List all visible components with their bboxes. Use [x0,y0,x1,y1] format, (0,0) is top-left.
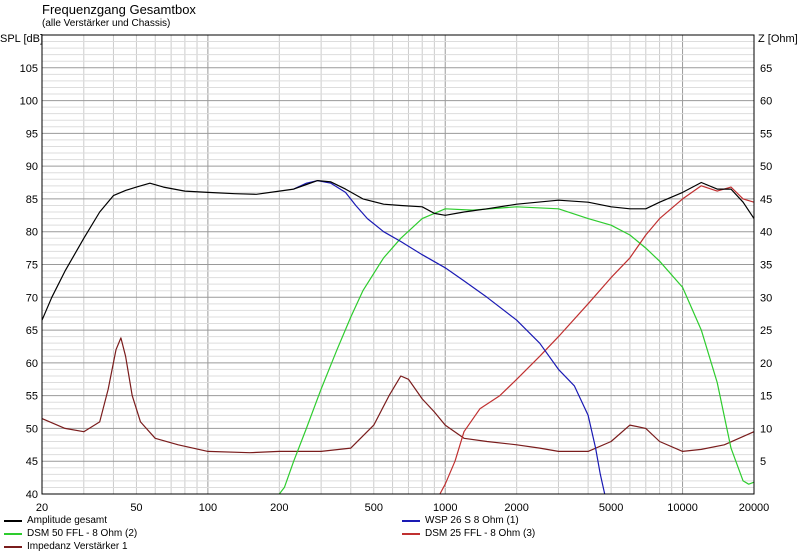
y-tick-label-right: 35 [760,260,772,272]
chart-title: Frequenzgang Gesamtbox [42,2,196,17]
legend-swatch [4,545,22,548]
y-tick-label-right: 55 [760,128,772,140]
legend-item-dsm-25-ffl-8-ohm-3: DSM 25 FFL - 8 Ohm (3) [402,528,535,539]
y-tick-label-left: 70 [26,292,38,304]
legend-swatch [4,519,22,522]
y-tick-label-left: 50 [26,423,38,435]
y-axis-label-left: SPL [dB] [0,33,44,45]
y-tick-label-left: 45 [26,456,38,468]
tick-labels: 20 50 100 200 500 1000 2000 5000 10000 20000 40 45 5… [20,63,773,514]
y-tick-label-left: 95 [26,128,38,140]
legend-item-amplitude-gesamt: Amplitude gesamt [4,515,107,526]
y-tick-label-right: 5 [760,456,766,468]
y-tick-label-left: 40 [26,489,38,501]
y-tick-label-left: 80 [26,227,38,239]
y-tick-label-left: 75 [26,260,38,272]
series-line-amplitude-gesamt [41,180,755,321]
y-tick-label-left: 90 [26,161,38,173]
y-tick-label-right: 15 [760,391,772,403]
y-tick-label-right: 30 [760,292,772,304]
series-line-dsm-50-ffl-8-ohm-2 [278,206,755,495]
series-lines [41,180,755,495]
legend-label: Amplitude gesamt [27,515,108,526]
y-tick-label-left: 60 [26,358,38,370]
series-line-impedanz-verst-rker-1 [41,337,755,454]
y-tick-label-right: 65 [760,63,772,75]
x-tick-label: 100 [199,502,217,514]
x-tick-label: 200 [270,502,288,514]
y-tick-label-left: 105 [20,63,38,75]
y-tick-label-left: 65 [26,325,38,337]
x-tick-label: 10000 [667,502,698,514]
legend-label: DSM 25 FFL - 8 Ohm (3) [425,528,536,539]
series-line-wsp-26-s-8-ohm-1 [293,180,606,495]
grid [41,35,755,494]
y-tick-label-right: 60 [760,96,772,108]
plot-frame [41,34,755,495]
legend-label: WSP 26 S 8 Ohm (1) [425,515,519,526]
legend-swatch [402,519,420,522]
y-tick-label-left: 100 [20,96,38,108]
legend-item-impedanz-verst-rker-1: Impedanz Verstärker 1 [4,541,128,552]
y-tick-label-right: 20 [760,358,772,370]
legend-swatch [4,532,22,535]
x-tick-label: 20000 [739,502,770,514]
y-tick-label-right: 45 [760,194,772,206]
y-tick-label-right: 10 [760,423,772,435]
x-tick-label: 20 [36,502,48,514]
legend-item-dsm-50-ffl-8-ohm-2: DSM 50 FFL - 8 Ohm (2) [4,528,137,539]
legend-label: DSM 50 FFL - 8 Ohm (2) [27,528,138,539]
chart-subtitle: (alle Verstärker und Chassis) [42,18,171,29]
legend-label: Impedanz Verstärker 1 [27,541,128,552]
x-tick-label: 50 [130,502,142,514]
y-axis-label-right: Z [Ohm] [758,33,798,45]
y-tick-label-right: 40 [760,227,772,239]
y-tick-label-left: 85 [26,194,38,206]
y-tick-label-right: 50 [760,161,772,173]
x-tick-label: 1000 [433,502,457,514]
y-tick-label-left: 55 [26,391,38,403]
y-tick-label-right: 25 [760,325,772,337]
series-line-dsm-25-ffl-8-ohm-3 [439,185,755,495]
x-tick-label: 500 [365,502,383,514]
legend-swatch [402,532,420,535]
legend-item-wsp-26-s-8-ohm-1: WSP 26 S 8 Ohm (1) [402,515,519,526]
x-tick-label: 2000 [504,502,528,514]
x-tick-label: 5000 [599,502,623,514]
